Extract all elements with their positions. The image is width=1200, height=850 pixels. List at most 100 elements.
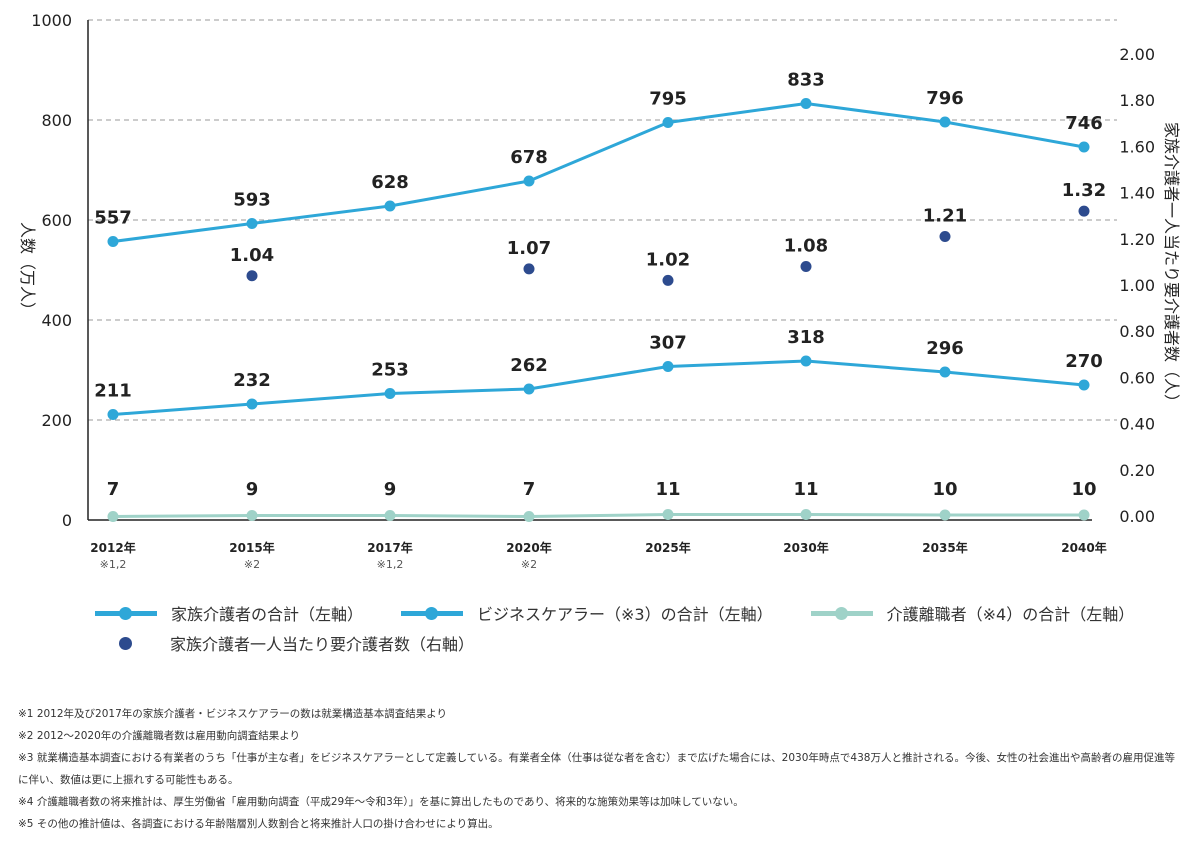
data-point-0 bbox=[939, 116, 951, 128]
left-tick-label: 0 bbox=[62, 511, 72, 530]
data-point-2 bbox=[246, 510, 258, 521]
legend-label-business-carers: ビジネスケアラー（※3）の合計（左軸） bbox=[477, 605, 773, 624]
right-tick-label: 0.00 bbox=[1119, 507, 1155, 526]
chart: 1000 800 600 400 200 0 2.00 1.80 1.60 1.40 1.20 1.0… bbox=[18, 11, 1181, 571]
data-point-2 bbox=[662, 509, 674, 520]
x-tick-label: 2035年 bbox=[922, 540, 967, 555]
left-axis-title: 人数（万人） bbox=[18, 222, 37, 318]
data-label-3: 1.02 bbox=[646, 249, 690, 270]
right-tick-label: 1.20 bbox=[1119, 230, 1155, 249]
left-tick-label: 800 bbox=[41, 111, 72, 130]
data-label-1: 262 bbox=[510, 355, 548, 376]
data-point-0 bbox=[1078, 141, 1090, 153]
right-axis-title: 家族介護者一人当たり要介護者数（人） bbox=[1162, 122, 1181, 410]
right-tick-label: 1.00 bbox=[1119, 276, 1155, 295]
data-point-0 bbox=[523, 175, 535, 187]
data-point-2 bbox=[1078, 509, 1090, 521]
data-point-2 bbox=[800, 509, 812, 520]
data-point-3 bbox=[1078, 205, 1090, 217]
data-label-1: 232 bbox=[233, 370, 271, 391]
series-line-1 bbox=[112, 359, 1085, 416]
data-label-2: 9 bbox=[246, 479, 259, 500]
data-label-1: 253 bbox=[371, 360, 409, 381]
left-tick-label: 600 bbox=[41, 211, 72, 230]
right-tick-label: 0.80 bbox=[1119, 322, 1155, 341]
x-tick-note: ※1,2 bbox=[100, 558, 127, 571]
legend-marker-care-leavers bbox=[810, 606, 873, 620]
data-point-3 bbox=[662, 274, 674, 286]
data-point-1 bbox=[107, 409, 119, 420]
legend-label-care-leavers: 介護離職者（※4）の合計（左軸） bbox=[886, 605, 1135, 624]
x-tick-note: ※1,2 bbox=[377, 558, 404, 571]
x-tick-note: ※2 bbox=[244, 558, 260, 571]
data-label-3: 1.21 bbox=[923, 205, 967, 226]
x-tick-label: 2017年 bbox=[367, 540, 412, 555]
data-point-2 bbox=[523, 511, 535, 522]
data-label-2: 7 bbox=[107, 479, 120, 500]
right-tick-label: 1.40 bbox=[1119, 184, 1155, 203]
data-point-0 bbox=[107, 236, 119, 247]
data-label-1: 307 bbox=[649, 333, 687, 354]
right-tick-label: 1.60 bbox=[1119, 137, 1155, 156]
data-label-0: 796 bbox=[926, 88, 964, 109]
data-label-0: 628 bbox=[371, 172, 409, 193]
series-line-0 bbox=[112, 102, 1085, 243]
data-point-0 bbox=[384, 200, 396, 212]
legend: 家族介護者の合計（左軸） ビジネスケアラー（※3）の合計（左軸） 介護離職者（※… bbox=[95, 598, 1175, 658]
data-label-0: 557 bbox=[94, 208, 132, 229]
legend-item-per-caregiver: 家族介護者一人当たり要介護者数（右軸） bbox=[95, 631, 474, 655]
legend-marker-family-caregivers bbox=[95, 606, 157, 620]
legend-marker-business-carers bbox=[401, 606, 464, 620]
data-label-1: 211 bbox=[94, 381, 132, 402]
data-label-3: 1.07 bbox=[507, 238, 551, 259]
data-point-3 bbox=[523, 263, 535, 275]
data-label-2: 7 bbox=[523, 479, 536, 500]
data-point-2 bbox=[107, 511, 119, 522]
data-label-1: 318 bbox=[787, 327, 825, 348]
data-point-1 bbox=[523, 383, 535, 395]
right-tick-label: 0.20 bbox=[1119, 461, 1155, 480]
footnotes: ※1 2012年及び2017年の家族介護者・ビジネスケアラーの数は就業構造基本調… bbox=[18, 703, 1178, 835]
footnote-1: ※1 2012年及び2017年の家族介護者・ビジネスケアラーの数は就業構造基本調… bbox=[18, 708, 448, 720]
legend-item-care-leavers: 介護離職者（※4）の合計（左軸） bbox=[810, 601, 1135, 625]
footnote-5: ※5 その他の推計値は、各調査における年齢階層別人数割合と将来推計人口の掛け合わ… bbox=[18, 818, 499, 830]
data-point-2 bbox=[384, 510, 396, 521]
x-tick-label: 2025年 bbox=[645, 540, 690, 555]
x-tick-label: 2030年 bbox=[783, 540, 828, 555]
footnote-3: ※3 就業構造基本調査における有業者のうち「仕事が主な者」をビジネスケアラーとし… bbox=[18, 752, 1175, 786]
data-point-1 bbox=[939, 366, 951, 378]
data-label-0: 833 bbox=[787, 70, 825, 91]
data-point-1 bbox=[1078, 379, 1090, 391]
legend-item-family-caregivers: 家族介護者の合計（左軸） bbox=[95, 601, 363, 625]
x-tick-label: 2020年 bbox=[506, 540, 551, 555]
data-label-1: 270 bbox=[1065, 351, 1103, 372]
data-label-0: 746 bbox=[1065, 113, 1103, 134]
data-label-3: 1.04 bbox=[230, 245, 274, 266]
data-point-0 bbox=[662, 117, 674, 128]
legend-label-per-caregiver: 家族介護者一人当たり要介護者数（右軸） bbox=[170, 635, 475, 654]
data-point-2 bbox=[939, 509, 951, 521]
x-tick-label: 2040年 bbox=[1061, 540, 1106, 555]
right-tick-label: 0.60 bbox=[1119, 368, 1155, 387]
data-point-1 bbox=[246, 398, 258, 410]
data-label-2: 11 bbox=[655, 479, 680, 500]
data-label-0: 795 bbox=[649, 89, 687, 110]
left-tick-label: 1000 bbox=[31, 11, 72, 30]
data-label-3: 1.32 bbox=[1062, 180, 1106, 201]
data-point-3 bbox=[939, 230, 951, 242]
legend-label-family-caregivers: 家族介護者の合計（左軸） bbox=[171, 605, 364, 624]
footnote-4: ※4 介護離職者数の将来推計は、厚生労働省「雇用動向調査（平成29年～令和3年）… bbox=[18, 796, 744, 808]
data-point-3 bbox=[800, 261, 812, 273]
data-point-0 bbox=[246, 218, 258, 229]
data-point-1 bbox=[384, 388, 396, 399]
data-point-1 bbox=[800, 355, 812, 367]
right-tick-label: 1.80 bbox=[1119, 91, 1155, 110]
footnote-2: ※2 2012～2020年の介護離職者数は雇用動向調査結果より bbox=[18, 730, 301, 742]
data-point-3 bbox=[246, 270, 258, 282]
data-point-0 bbox=[800, 98, 812, 109]
data-label-2: 10 bbox=[932, 479, 957, 500]
left-tick-label: 400 bbox=[41, 311, 72, 330]
data-point-1 bbox=[662, 361, 674, 372]
legend-item-business-carers: ビジネスケアラー（※3）の合計（左軸） bbox=[401, 601, 773, 625]
data-label-3: 1.08 bbox=[784, 236, 828, 257]
